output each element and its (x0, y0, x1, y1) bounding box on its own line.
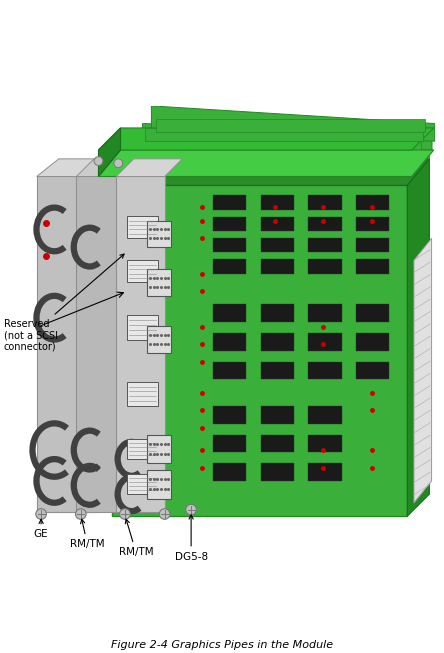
Bar (261, 238, 294, 252)
Bar (261, 195, 294, 210)
Polygon shape (99, 128, 120, 176)
Bar (309, 463, 341, 481)
Bar (127, 261, 158, 282)
Bar (147, 470, 171, 499)
Polygon shape (76, 176, 125, 512)
Circle shape (75, 509, 86, 519)
Bar (127, 474, 158, 494)
Bar (127, 439, 158, 459)
Bar (261, 406, 294, 424)
Bar (261, 304, 294, 322)
Polygon shape (37, 159, 120, 176)
Polygon shape (99, 150, 434, 176)
Bar (261, 259, 294, 274)
Polygon shape (134, 141, 429, 168)
Circle shape (94, 157, 103, 165)
Polygon shape (145, 128, 423, 141)
Circle shape (119, 509, 130, 519)
Bar (213, 333, 246, 351)
Bar (309, 259, 341, 274)
Text: Reserved
(not a SCSI
connector): Reserved (not a SCSI connector) (4, 254, 124, 352)
Bar (261, 463, 294, 481)
Circle shape (114, 159, 123, 168)
Bar (356, 195, 389, 210)
Bar (356, 238, 389, 252)
Polygon shape (116, 159, 182, 176)
Text: DG5-8: DG5-8 (174, 515, 208, 562)
Polygon shape (143, 123, 432, 150)
Polygon shape (116, 176, 165, 512)
Text: Figure 2-4 Graphics Pipes in the Module: Figure 2-4 Graphics Pipes in the Module (111, 640, 333, 650)
Polygon shape (151, 106, 435, 141)
Bar (309, 304, 341, 322)
Bar (127, 381, 158, 406)
Circle shape (159, 509, 170, 519)
Bar (309, 333, 341, 351)
Polygon shape (414, 238, 432, 503)
Bar (213, 238, 246, 252)
Bar (213, 463, 246, 481)
Bar (213, 362, 246, 379)
Polygon shape (99, 128, 434, 150)
Bar (309, 217, 341, 231)
Bar (147, 435, 171, 463)
Bar (309, 238, 341, 252)
Bar (213, 195, 246, 210)
Bar (356, 304, 389, 322)
Bar (309, 195, 341, 210)
Text: RM/TM: RM/TM (70, 519, 105, 549)
Polygon shape (76, 159, 143, 176)
Bar (261, 333, 294, 351)
Polygon shape (112, 185, 407, 517)
Bar (356, 259, 389, 274)
Text: GE: GE (34, 519, 48, 539)
Bar (356, 217, 389, 231)
Bar (261, 362, 294, 379)
Bar (147, 326, 171, 353)
Bar (261, 435, 294, 453)
Bar (213, 259, 246, 274)
Polygon shape (407, 159, 429, 517)
Bar (309, 435, 341, 453)
Bar (309, 406, 341, 424)
Polygon shape (37, 176, 99, 512)
Text: RM/TM: RM/TM (119, 519, 153, 557)
Circle shape (36, 509, 46, 519)
Bar (147, 269, 171, 296)
Bar (356, 362, 389, 379)
Polygon shape (134, 136, 420, 150)
Bar (213, 304, 246, 322)
Bar (213, 406, 246, 424)
Bar (147, 221, 171, 247)
Circle shape (186, 504, 196, 515)
Bar (213, 217, 246, 231)
Bar (127, 315, 158, 340)
Bar (261, 217, 294, 231)
Bar (127, 216, 158, 238)
Bar (309, 362, 341, 379)
Bar (213, 435, 246, 453)
Polygon shape (156, 119, 425, 133)
Polygon shape (112, 159, 429, 185)
Bar (356, 333, 389, 351)
